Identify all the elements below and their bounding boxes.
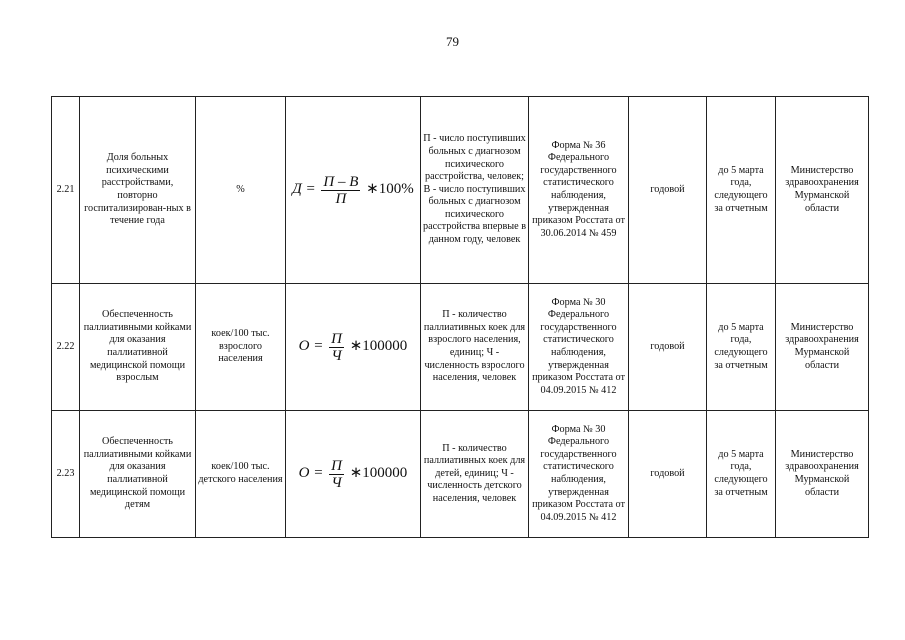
formula-numerator: П – В: [321, 173, 361, 191]
formula-denominator: Ч: [331, 474, 342, 491]
indicator-name: Обеспеченность паллиативными койками для…: [79, 283, 196, 411]
formula-tail: ∗100%: [366, 181, 414, 198]
table-row: 2.21 Доля больных психическими расстройс…: [51, 96, 869, 284]
responsible: Министерство здравоохранения Мурманской …: [775, 283, 869, 411]
periodicity: годовой: [628, 283, 707, 411]
indicators-table: 2.21 Доля больных психическими расстройс…: [51, 96, 869, 538]
table-row: 2.23 Обеспеченность паллиативными койкам…: [51, 410, 869, 538]
variables: П - число поступивших больных с диагнозо…: [420, 96, 529, 284]
responsible: Министерство здравоохранения Мурманской …: [775, 96, 869, 284]
unit: %: [195, 96, 286, 284]
data-source: Форма № 36 Федерального государственного…: [528, 96, 629, 284]
formula-tail: ∗100000: [349, 338, 408, 355]
responsible: Министерство здравоохранения Мурманской …: [775, 410, 869, 538]
variables: П - количество паллиативных коек для дет…: [420, 410, 529, 538]
periodicity: годовой: [628, 96, 707, 284]
page-number: 79: [446, 34, 459, 49]
formula-denominator: Ч: [331, 347, 342, 364]
formula-lhs: О =: [298, 465, 324, 482]
formula-numerator: П: [329, 330, 344, 348]
data-source: Форма № 30 Федерального государственного…: [528, 283, 629, 411]
variables: П - количество паллиативных коек для взр…: [420, 283, 529, 411]
formula-lhs: О =: [298, 338, 324, 355]
unit: коек/100 тыс. взрослого населения: [195, 283, 286, 411]
indicator-name: Обеспеченность паллиативными койками для…: [79, 410, 196, 538]
row-number: 2.22: [51, 283, 80, 411]
data-source: Форма № 30 Федерального государственного…: [528, 410, 629, 538]
deadline: до 5 марта года, следующего за отчетным: [706, 96, 776, 284]
deadline: до 5 марта года, следующего за отчетным: [706, 410, 776, 538]
formula-tail: ∗100000: [349, 465, 408, 482]
periodicity: годовой: [628, 410, 707, 538]
indicator-name: Доля больных психическими расстройствами…: [79, 96, 196, 284]
row-number: 2.21: [51, 96, 80, 284]
formula-denominator: П: [335, 190, 347, 207]
formula-lhs: Д =: [292, 181, 316, 198]
unit: коек/100 тыс. детского населения: [195, 410, 286, 538]
table-row: 2.22 Обеспеченность паллиативными койкам…: [51, 283, 869, 411]
deadline: до 5 марта года, следующего за отчетным: [706, 283, 776, 411]
row-number: 2.23: [51, 410, 80, 538]
formula-numerator: П: [329, 457, 344, 475]
